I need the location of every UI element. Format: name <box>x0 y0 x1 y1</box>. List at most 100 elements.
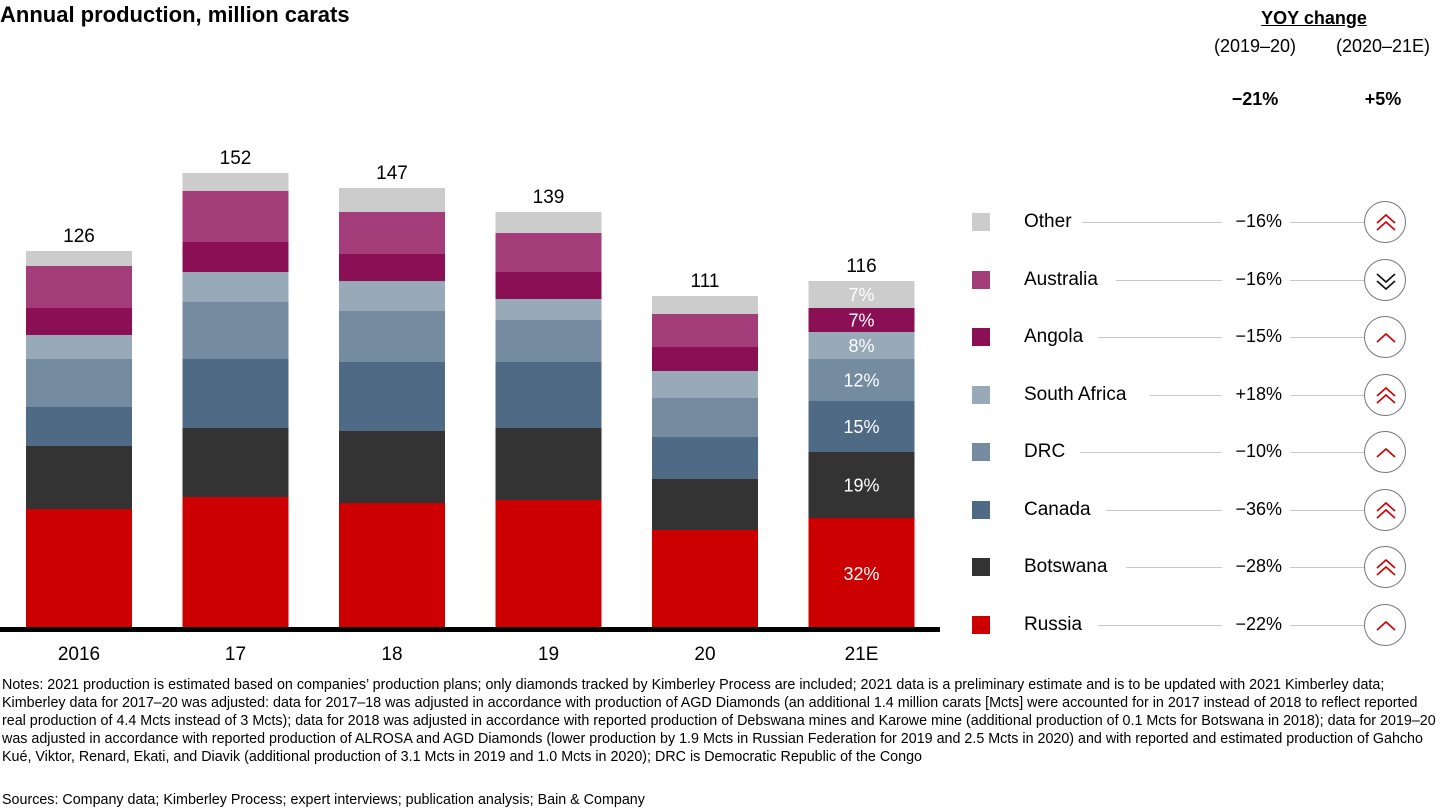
yoy-change-value: −36% <box>1235 499 1282 519</box>
legend-swatch <box>972 386 990 404</box>
legend-connector-line <box>1290 395 1364 396</box>
legend-connector-line <box>1290 625 1364 626</box>
bar-segment-russia-2016 <box>26 509 132 629</box>
bar-segment-canada-2016 <box>26 407 132 446</box>
bar-segment-other-20 <box>652 296 758 314</box>
bar-segment-botswana-17 <box>182 428 289 497</box>
bar-segment-angola-17 <box>182 242 289 272</box>
legend-connector-line <box>1082 222 1222 223</box>
x-tick-label: 17 <box>225 644 246 665</box>
segment-share-label: 7% <box>848 311 874 331</box>
bar-segment-drc-2016 <box>26 359 132 407</box>
legend-connector-line <box>1290 337 1364 338</box>
segment-share-label: 7% <box>848 285 874 305</box>
yoy-change-value: −10% <box>1235 441 1282 461</box>
bar-segment-canada-17 <box>182 359 289 428</box>
bar-segment-russia-21e <box>808 518 915 629</box>
legend-connector-line <box>1150 395 1222 396</box>
yoy-change-value: −15% <box>1235 326 1282 346</box>
bar-segment-russia-19 <box>495 500 602 629</box>
legend-swatch <box>972 328 990 346</box>
legend-swatch <box>972 558 990 576</box>
bar-segment-angola-2016 <box>26 308 132 335</box>
legend-row-other: Other −16% <box>972 201 1412 245</box>
bar-segment-australia-19 <box>495 233 602 272</box>
legend-row-botswana: Botswana −28% <box>972 546 1412 590</box>
x-tick-label: 20 <box>694 644 715 665</box>
bar-segment-botswana-18 <box>339 431 445 503</box>
bar-segment-canada-18 <box>339 362 445 431</box>
x-tick-label: 18 <box>381 644 402 665</box>
bar-segment-south-africa-17 <box>182 272 289 302</box>
x-tick-label: 19 <box>538 644 559 665</box>
bar-segment-other-2016 <box>26 251 132 266</box>
legend-connector-line <box>1098 625 1222 626</box>
segment-share-label: 32% <box>843 564 879 584</box>
x-tick-label: 21E <box>845 644 879 665</box>
legend-row-canada: Canada −36% <box>972 489 1412 533</box>
chart-title: Annual production, million carats <box>0 2 350 27</box>
legend-label: Angola <box>1024 326 1084 347</box>
legend-row-russia: Russia −22% <box>972 604 1412 648</box>
yoy-change-value: −16% <box>1235 211 1282 231</box>
bar-segment-angola-20 <box>652 347 758 371</box>
yoy-total-2020-21e: +5% <box>1364 89 1402 109</box>
bar-segment-south-africa-2016 <box>26 335 132 359</box>
bar-segment-angola-19 <box>495 272 602 299</box>
bar-segment-angola-21e <box>808 308 915 332</box>
legend-row-drc: DRC −10% <box>972 431 1412 475</box>
segment-share-label: 15% <box>843 417 879 437</box>
legend-connector-line <box>1290 452 1364 453</box>
segment-share-label: 12% <box>843 371 879 391</box>
legend-label: South Africa <box>1024 384 1127 405</box>
double-chevron-down-icon <box>1364 259 1406 301</box>
x-tick-label: 2016 <box>58 644 100 665</box>
legend-connector-line <box>1126 567 1222 568</box>
legend-row-south-africa: South Africa +18% <box>972 374 1412 418</box>
legend-connector-line <box>1116 280 1222 281</box>
yoy-change-value: −22% <box>1235 614 1282 634</box>
bar-segment-drc-18 <box>339 311 445 362</box>
bar-segment-australia-18 <box>339 212 445 254</box>
bar-segment-botswana-2016 <box>26 446 132 509</box>
bar-segment-russia-17 <box>182 497 289 629</box>
bar-segment-australia-20 <box>652 314 758 347</box>
yoy-period-2019-20: (2019–20) <box>1213 36 1297 56</box>
bar-segment-other-19 <box>495 212 602 233</box>
bar-segment-other-17 <box>182 173 289 191</box>
bar-total-label: 126 <box>63 226 95 247</box>
legend-connector-line <box>1080 452 1222 453</box>
bar-segment-south-africa-20 <box>652 371 758 398</box>
bar-segment-canada-19 <box>495 362 602 428</box>
yoy-change-value: −28% <box>1235 556 1282 576</box>
double-chevron-up-icon <box>1364 489 1406 531</box>
bar-segment-drc-19 <box>495 320 602 362</box>
yoy-total-2019-20: −21% <box>1231 89 1279 109</box>
yoy-change-value: −16% <box>1235 269 1282 289</box>
segment-share-label: 19% <box>843 476 879 496</box>
yoy-period-2020-21e: (2020–21E) <box>1335 36 1431 56</box>
legend-row-angola: Angola −15% <box>972 316 1412 360</box>
legend-label: Other <box>1024 211 1072 232</box>
chevron-up-icon <box>1364 431 1406 473</box>
bar-total-label: 147 <box>376 163 408 184</box>
bar-total-label: 139 <box>533 187 565 208</box>
sources-text: Sources: Company data; Kimberley Process… <box>2 792 645 808</box>
legend-connector-line <box>1290 280 1364 281</box>
legend-connector-line <box>1290 567 1364 568</box>
bar-segment-south-africa-18 <box>339 281 445 311</box>
chevron-up-icon <box>1364 604 1406 646</box>
bar-segment-canada-20 <box>652 437 758 479</box>
legend-swatch <box>972 443 990 461</box>
bar-total-label: 111 <box>691 271 720 292</box>
bar-total-label: 116 <box>846 256 876 277</box>
yoy-change-heading: YOY change <box>1261 8 1367 28</box>
bar-segment-drc-20 <box>652 398 758 437</box>
notes-text: Notes: 2021 production is estimated base… <box>2 677 1436 766</box>
bar-segment-russia-20 <box>652 530 758 629</box>
chevron-up-icon <box>1364 316 1406 358</box>
legend-label: Russia <box>1024 614 1083 635</box>
legend-connector-line <box>1290 510 1364 511</box>
legend-connector-line <box>1106 510 1222 511</box>
double-chevron-up-icon <box>1364 201 1406 243</box>
